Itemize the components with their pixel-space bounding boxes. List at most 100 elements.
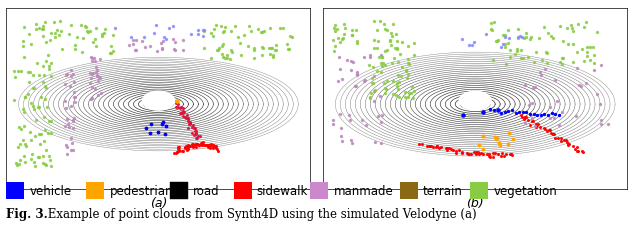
Text: sidewalk: sidewalk [257, 184, 308, 197]
Point [93, 93, 104, 97]
Point [557, 57, 568, 61]
Point [38, 65, 49, 69]
Point [500, 43, 510, 47]
Point [493, 152, 504, 156]
Point [206, 32, 216, 36]
Point [34, 105, 44, 109]
Point [391, 33, 401, 36]
Point [488, 155, 499, 159]
Point [491, 40, 501, 44]
Point [13, 145, 23, 149]
Point [52, 29, 62, 33]
Point [28, 87, 38, 90]
Point [57, 48, 67, 52]
Point [520, 83, 531, 87]
Point [520, 122, 531, 126]
Point [225, 57, 235, 61]
Point [210, 145, 220, 148]
Point [157, 48, 167, 51]
Point [414, 143, 424, 146]
Point [484, 154, 495, 158]
Point [264, 47, 275, 51]
Point [249, 49, 259, 52]
Point [195, 135, 205, 139]
Point [226, 50, 236, 53]
Point [547, 112, 557, 115]
Point [284, 47, 294, 51]
Point [548, 37, 558, 41]
Point [536, 58, 547, 62]
Point [525, 36, 536, 40]
FancyBboxPatch shape [6, 183, 24, 199]
Point [568, 30, 579, 34]
Point [529, 61, 539, 64]
Text: (b): (b) [467, 196, 484, 209]
Point [90, 88, 100, 92]
Point [442, 148, 452, 152]
Point [431, 145, 441, 149]
Point [189, 134, 199, 137]
Point [26, 139, 36, 143]
Point [218, 31, 228, 34]
Point [513, 37, 524, 41]
Point [507, 109, 517, 113]
Point [474, 143, 484, 147]
Point [490, 136, 500, 139]
Point [61, 107, 71, 111]
Point [226, 30, 236, 34]
Point [328, 119, 338, 123]
Point [188, 127, 198, 130]
Point [31, 28, 42, 32]
Point [547, 132, 557, 136]
Point [540, 127, 550, 131]
Point [22, 70, 33, 74]
Point [504, 132, 515, 135]
Point [207, 145, 218, 149]
Point [169, 48, 179, 51]
Point [350, 85, 360, 88]
Point [170, 41, 180, 45]
Point [345, 119, 355, 122]
Point [392, 47, 402, 50]
Point [596, 63, 606, 67]
Point [380, 50, 390, 53]
Point [257, 54, 267, 58]
Point [382, 49, 392, 52]
Point [577, 149, 587, 153]
Point [506, 153, 516, 156]
Point [218, 43, 228, 47]
Point [24, 81, 34, 85]
Point [392, 74, 403, 78]
Point [364, 64, 374, 68]
Point [532, 123, 543, 126]
Point [81, 25, 91, 28]
Point [46, 32, 56, 36]
Point [12, 163, 22, 167]
Point [376, 142, 387, 145]
Point [174, 146, 184, 149]
Point [20, 160, 30, 164]
Point [386, 44, 396, 48]
Point [456, 150, 467, 154]
Point [555, 61, 565, 64]
Point [29, 87, 39, 90]
Point [37, 28, 47, 32]
Point [463, 152, 473, 156]
Point [532, 113, 542, 117]
Point [174, 148, 184, 152]
FancyBboxPatch shape [170, 183, 188, 199]
Point [173, 146, 183, 149]
Point [486, 28, 496, 32]
Point [183, 147, 193, 151]
Point [378, 62, 388, 66]
Point [86, 57, 97, 61]
Point [145, 45, 155, 49]
Point [541, 50, 552, 54]
Point [178, 107, 188, 110]
Point [76, 24, 86, 28]
Point [527, 117, 537, 120]
Point [493, 39, 503, 43]
Point [25, 71, 35, 75]
Point [528, 119, 538, 123]
Point [516, 36, 527, 40]
